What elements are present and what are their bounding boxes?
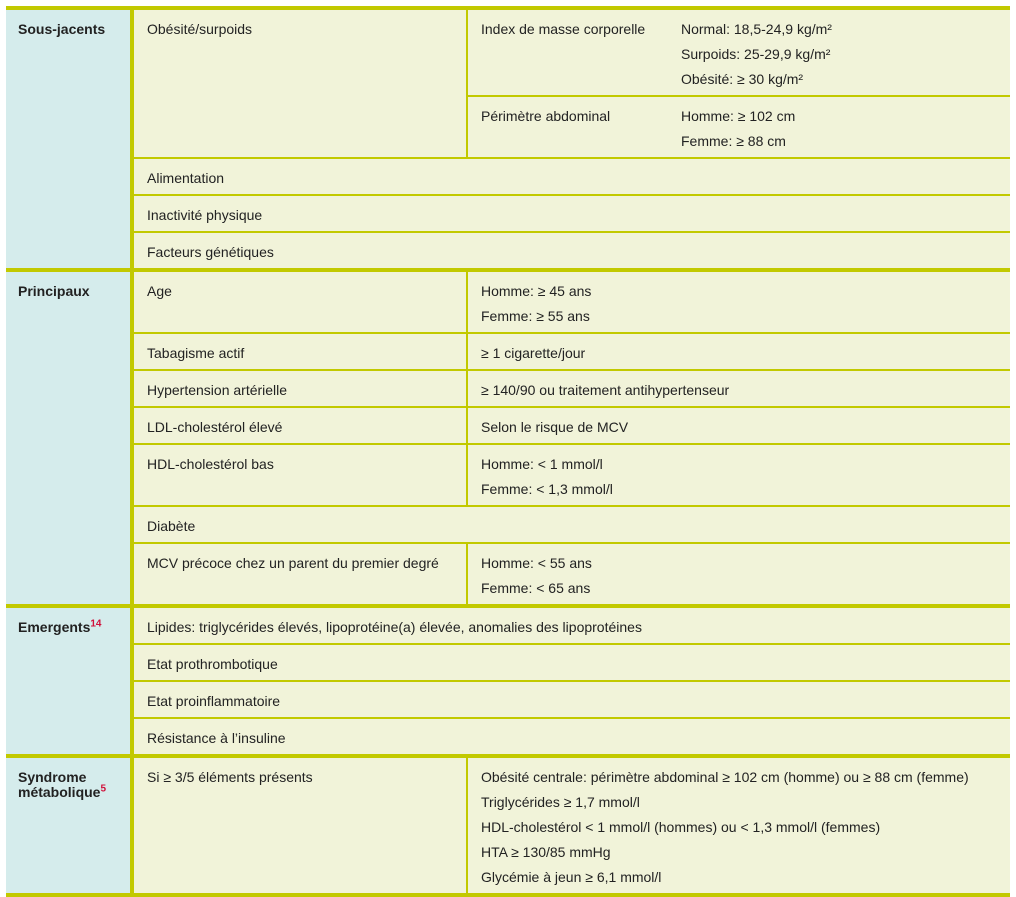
cell-imc-values: Normal: 18,5-24,9 kg/m² Surpoids: 25-29,… — [668, 8, 1010, 96]
cell-hdl: HDL-cholestérol bas — [132, 443, 468, 506]
cell-mcv: MCV précoce chez un parent du premier de… — [132, 542, 468, 606]
risk-factors-table: Sous-jacents Obésité/surpoids Index de m… — [6, 6, 1010, 897]
value-line: Obésité centrale: périmètre abdominal ≥ … — [481, 769, 969, 785]
group-principaux: Principaux — [6, 268, 134, 606]
cell-age: Age — [132, 268, 468, 333]
cell-hta-value: ≥ 140/90 ou traitement antihypertenseur — [467, 369, 1010, 407]
value-line: Femme: < 1,3 mmol/l — [481, 481, 613, 497]
value-line: Homme: < 1 mmol/l — [481, 456, 603, 472]
cell-insuline: Résistance à l’insuline — [132, 717, 1010, 756]
value-line: Glycémie à jeun ≥ 6,1 mmol/l — [481, 869, 662, 885]
value-line: Obésité: ≥ 30 kg/m² — [681, 71, 804, 87]
group-label: Syndrome — [18, 769, 87, 785]
value-line: Surpoids: 25-29,9 kg/m² — [681, 46, 831, 62]
value-line: HDL-cholestérol < 1 mmol/l (hommes) ou <… — [481, 819, 881, 835]
cell-syndrome-criteria: Obésité centrale: périmètre abdominal ≥ … — [467, 754, 1010, 895]
value-line: Femme: ≥ 55 ans — [481, 308, 590, 324]
cell-inactivite: Inactivité physique — [132, 194, 1010, 232]
cell-tabagisme: Tabagisme actif — [132, 332, 468, 370]
cell-obesite: Obésité/surpoids — [132, 8, 468, 158]
cell-age-values: Homme: ≥ 45 ans Femme: ≥ 55 ans — [467, 268, 1010, 333]
cell-mcv-values: Homme: < 55 ans Femme: < 65 ans — [467, 542, 1010, 606]
cell-hta: Hypertension artérielle — [132, 369, 468, 407]
cell-hdl-values: Homme: < 1 mmol/l Femme: < 1,3 mmol/l — [467, 443, 1010, 506]
reference-superscript: 5 — [100, 783, 107, 795]
cell-ldl-value: Selon le risque de MCV — [467, 406, 1010, 444]
group-label: Principaux — [18, 283, 90, 299]
group-label: métabolique — [18, 784, 101, 800]
value-line: Homme: ≥ 102 cm — [681, 108, 796, 124]
value-line: Homme: ≥ 45 ans — [481, 283, 592, 299]
value-line: Homme: < 55 ans — [481, 555, 592, 571]
cell-tabagisme-value: ≥ 1 cigarette/jour — [467, 332, 1010, 370]
cell-criterion: Si ≥ 3/5 éléments présents — [132, 754, 468, 895]
cell-imc-label: Index de masse corporelle — [467, 8, 668, 96]
cell-alimentation: Alimentation — [132, 157, 1010, 195]
value-line: HTA ≥ 130/85 mmHg — [481, 844, 611, 860]
group-label: Emergents — [18, 619, 91, 635]
cell-proinflammatoire: Etat proinflammatoire — [132, 680, 1010, 718]
cell-diabete: Diabète — [132, 505, 1010, 543]
cell-ldl: LDL-cholestérol élevé — [132, 406, 468, 444]
cell-prothrombotique: Etat prothrombotique — [132, 643, 1010, 681]
cell-perimetre-label: Périmètre abdominal — [467, 95, 668, 158]
value-line: Femme: < 65 ans — [481, 580, 591, 596]
cell-perimetre-values: Homme: ≥ 102 cm Femme: ≥ 88 cm — [668, 95, 1010, 158]
group-label: Sous-jacents — [18, 21, 106, 37]
cell-genetique: Facteurs génétiques — [132, 231, 1010, 270]
value-line: Normal: 18,5-24,9 kg/m² — [681, 21, 832, 37]
group-emergents: Emergents14 — [6, 604, 134, 756]
reference-superscript: 14 — [90, 618, 102, 630]
value-line: Triglycérides ≥ 1,7 mmol/l — [481, 794, 640, 810]
group-sous-jacents: Sous-jacents — [6, 8, 134, 270]
value-line: Femme: ≥ 88 cm — [681, 133, 786, 149]
group-syndrome: Syndrome métabolique5 — [6, 754, 134, 895]
cell-lipides: Lipides: triglycérides élevés, lipoproté… — [132, 604, 1010, 644]
